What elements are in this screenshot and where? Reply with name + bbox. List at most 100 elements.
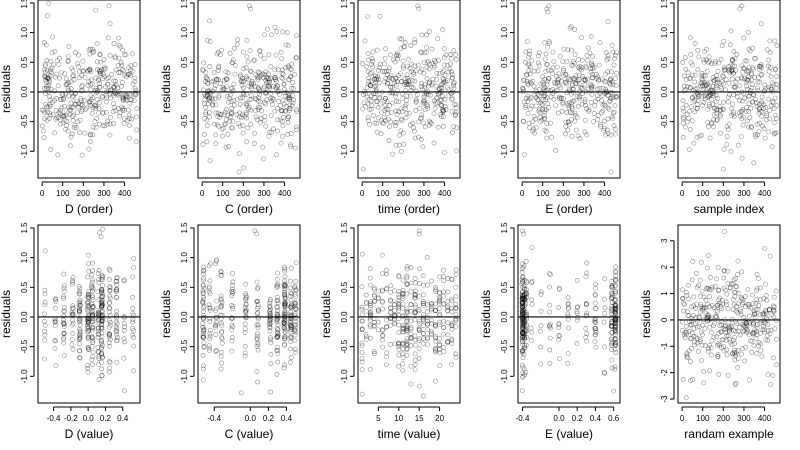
data-point	[701, 380, 706, 386]
data-point	[733, 290, 739, 295]
data-point	[523, 369, 529, 375]
data-point	[696, 314, 702, 320]
data-point	[525, 81, 531, 87]
data-point	[437, 289, 442, 295]
data-point	[612, 304, 618, 310]
data-point	[520, 309, 525, 315]
data-point	[272, 24, 278, 30]
data-point	[613, 320, 618, 326]
data-point	[750, 65, 755, 71]
data-point	[128, 96, 134, 102]
data-point	[599, 110, 604, 115]
data-point	[46, 80, 52, 86]
data-point	[395, 56, 400, 62]
data-point	[612, 308, 618, 314]
data-point	[393, 76, 399, 81]
data-point	[601, 118, 607, 124]
data-point	[584, 106, 589, 111]
data-point	[292, 338, 298, 344]
data-point	[724, 333, 730, 339]
data-point	[416, 355, 422, 361]
data-point	[761, 318, 767, 323]
data-point	[288, 325, 294, 330]
data-point	[388, 289, 394, 295]
x-axis-label: C (order)	[225, 202, 273, 216]
data-point	[266, 133, 272, 139]
data-point	[204, 94, 210, 99]
data-point	[207, 333, 213, 339]
data-point	[77, 291, 83, 297]
data-point	[605, 92, 611, 98]
data-point	[400, 296, 406, 301]
data-point	[70, 113, 75, 119]
data-point	[282, 317, 288, 323]
data-point	[542, 116, 548, 122]
data-point	[48, 66, 54, 72]
data-point	[269, 129, 274, 135]
data-point	[39, 123, 45, 129]
data-point	[537, 115, 543, 120]
data-point	[373, 83, 379, 89]
data-point	[543, 69, 549, 74]
data-point	[404, 308, 410, 314]
data-point	[274, 282, 280, 288]
data-point	[729, 323, 735, 329]
data-point	[89, 81, 95, 87]
data-point	[613, 53, 618, 58]
data-point	[282, 294, 288, 300]
data-point	[612, 366, 618, 372]
data-point	[77, 130, 82, 135]
data-point	[520, 295, 525, 301]
data-point	[55, 152, 61, 158]
data-point	[238, 77, 244, 83]
data-point	[384, 286, 390, 292]
data-point	[448, 56, 454, 62]
data-point	[432, 322, 438, 328]
data-point	[520, 315, 526, 321]
data-point	[427, 119, 433, 125]
data-point	[521, 306, 527, 312]
residual-panel-2: 0 100 200 300 400-1.0-0.50.00.51.01.5C (orde…	[159, 0, 301, 216]
data-point	[756, 129, 762, 134]
data-point	[223, 69, 229, 75]
data-point	[610, 90, 615, 96]
data-point	[54, 96, 59, 101]
data-point	[372, 76, 377, 82]
data-point	[110, 90, 116, 96]
data-point	[400, 291, 406, 297]
data-point	[367, 83, 373, 88]
data-point	[426, 122, 432, 128]
data-point	[267, 335, 273, 341]
data-point	[726, 328, 732, 334]
data-point	[408, 308, 414, 314]
data-point	[437, 342, 442, 347]
data-point	[121, 121, 127, 126]
data-point	[705, 60, 711, 66]
data-point	[281, 325, 287, 331]
data-point	[286, 114, 291, 120]
data-point	[593, 281, 598, 287]
data-point	[439, 102, 445, 108]
data-point	[274, 294, 280, 300]
data-point	[570, 105, 575, 111]
data-point	[130, 274, 136, 280]
data-point	[416, 338, 422, 343]
data-point	[375, 115, 381, 121]
data-point	[372, 120, 378, 126]
data-point	[381, 121, 387, 126]
data-point	[235, 37, 240, 43]
data-point	[542, 56, 548, 62]
data-point	[384, 285, 390, 291]
data-point	[85, 336, 91, 342]
data-point	[745, 301, 751, 307]
data-point	[542, 127, 548, 133]
data-point	[402, 82, 407, 88]
data-point	[86, 305, 92, 311]
data-point	[557, 53, 563, 59]
data-point	[759, 99, 765, 105]
data-point	[711, 323, 716, 329]
data-point	[728, 28, 734, 34]
data-point	[716, 288, 721, 293]
data-point	[735, 310, 741, 316]
data-point	[285, 65, 291, 70]
